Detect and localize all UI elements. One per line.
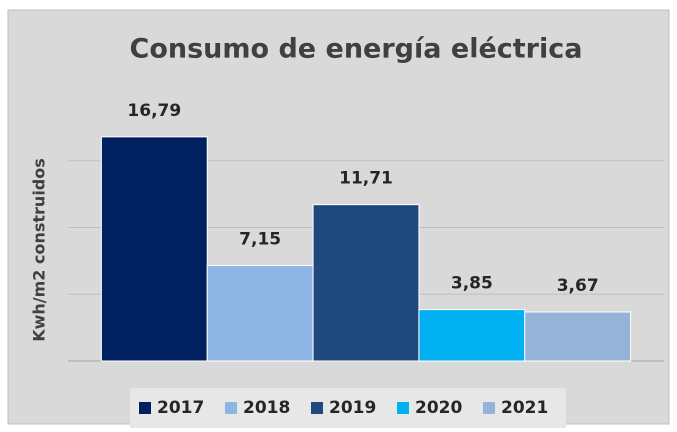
data-label: 16,79 (127, 101, 181, 121)
legend-label: 2021 (501, 398, 548, 418)
legend-swatch (397, 402, 409, 414)
legend-swatch (139, 402, 151, 414)
legend-label: 2019 (329, 398, 376, 418)
bar (524, 311, 632, 362)
legend-swatch (225, 402, 237, 414)
legend-swatch (483, 402, 495, 414)
bar (206, 265, 314, 362)
legend-label: 2018 (243, 398, 290, 418)
legend-label: 2017 (157, 398, 204, 418)
chart-title: Consumo de energía eléctrica (130, 34, 583, 65)
data-label: 3,67 (557, 276, 599, 296)
bar (312, 204, 420, 362)
y-axis-label: Kwh/m2 construidos (30, 158, 49, 342)
legend-swatch (311, 402, 323, 414)
data-label: 11,71 (339, 169, 393, 189)
bar (418, 309, 526, 362)
legend-label: 2020 (415, 398, 462, 418)
data-label: 7,15 (239, 230, 281, 250)
bar (100, 136, 208, 362)
data-label: 3,85 (451, 274, 493, 294)
